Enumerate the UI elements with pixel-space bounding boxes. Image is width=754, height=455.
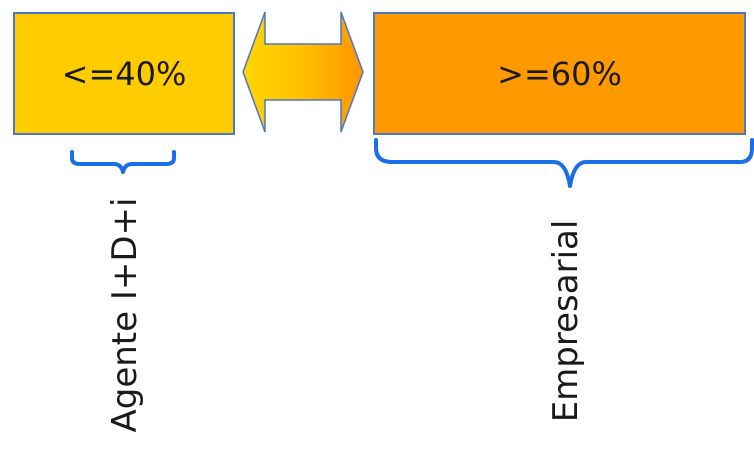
label-agente: Agente I+D+i (105, 197, 145, 433)
share-box-agente: <=40% (13, 12, 235, 135)
share-box-empresarial-text: >=60% (497, 54, 622, 93)
brace-left-icon (70, 150, 176, 174)
double-arrow-icon (242, 11, 364, 133)
label-empresarial: Empresarial (546, 219, 586, 423)
share-box-empresarial: >=60% (373, 12, 746, 135)
share-box-agente-text: <=40% (61, 54, 187, 93)
brace-right-icon (374, 138, 754, 188)
